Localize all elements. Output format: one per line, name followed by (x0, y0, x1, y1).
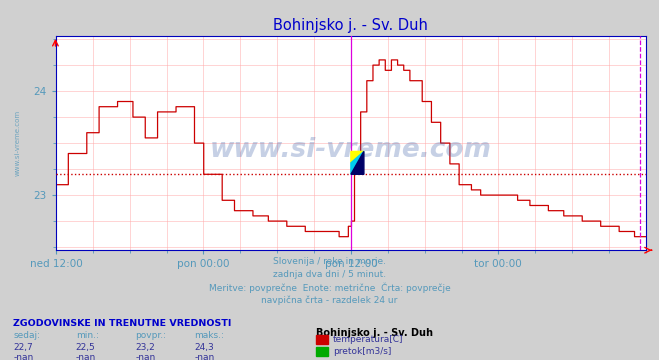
Text: 24,3: 24,3 (194, 343, 214, 352)
Text: 22,5: 22,5 (76, 343, 96, 352)
Text: Meritve: povprečne  Enote: metrične  Črta: povprečje: Meritve: povprečne Enote: metrične Črta:… (209, 283, 450, 293)
Text: zadnja dva dni / 5 minut.: zadnja dva dni / 5 minut. (273, 270, 386, 279)
Text: temperatura[C]: temperatura[C] (333, 336, 403, 344)
Text: 23,2: 23,2 (135, 343, 155, 352)
Text: -nan: -nan (13, 353, 34, 360)
Text: maks.:: maks.: (194, 331, 224, 340)
Text: -nan: -nan (194, 353, 215, 360)
Title: Bohinjsko j. - Sv. Duh: Bohinjsko j. - Sv. Duh (273, 18, 428, 33)
Text: 22,7: 22,7 (13, 343, 33, 352)
Text: pretok[m3/s]: pretok[m3/s] (333, 347, 391, 356)
Polygon shape (351, 152, 364, 163)
Text: -nan: -nan (135, 353, 156, 360)
Text: navpična črta - razdelek 24 ur: navpična črta - razdelek 24 ur (262, 295, 397, 305)
Text: Slovenija / reke in morje.: Slovenija / reke in morje. (273, 257, 386, 266)
Polygon shape (351, 152, 364, 174)
Polygon shape (351, 152, 364, 174)
Text: povpr.:: povpr.: (135, 331, 166, 340)
Text: www.si-vreme.com: www.si-vreme.com (210, 136, 492, 162)
Text: ZGODOVINSKE IN TRENUTNE VREDNOSTI: ZGODOVINSKE IN TRENUTNE VREDNOSTI (13, 319, 231, 328)
Text: Bohinjsko j. - Sv. Duh: Bohinjsko j. - Sv. Duh (316, 328, 434, 338)
Text: www.si-vreme.com: www.si-vreme.com (14, 110, 20, 176)
Text: min.:: min.: (76, 331, 99, 340)
Text: sedaj:: sedaj: (13, 331, 40, 340)
Text: -nan: -nan (76, 353, 96, 360)
